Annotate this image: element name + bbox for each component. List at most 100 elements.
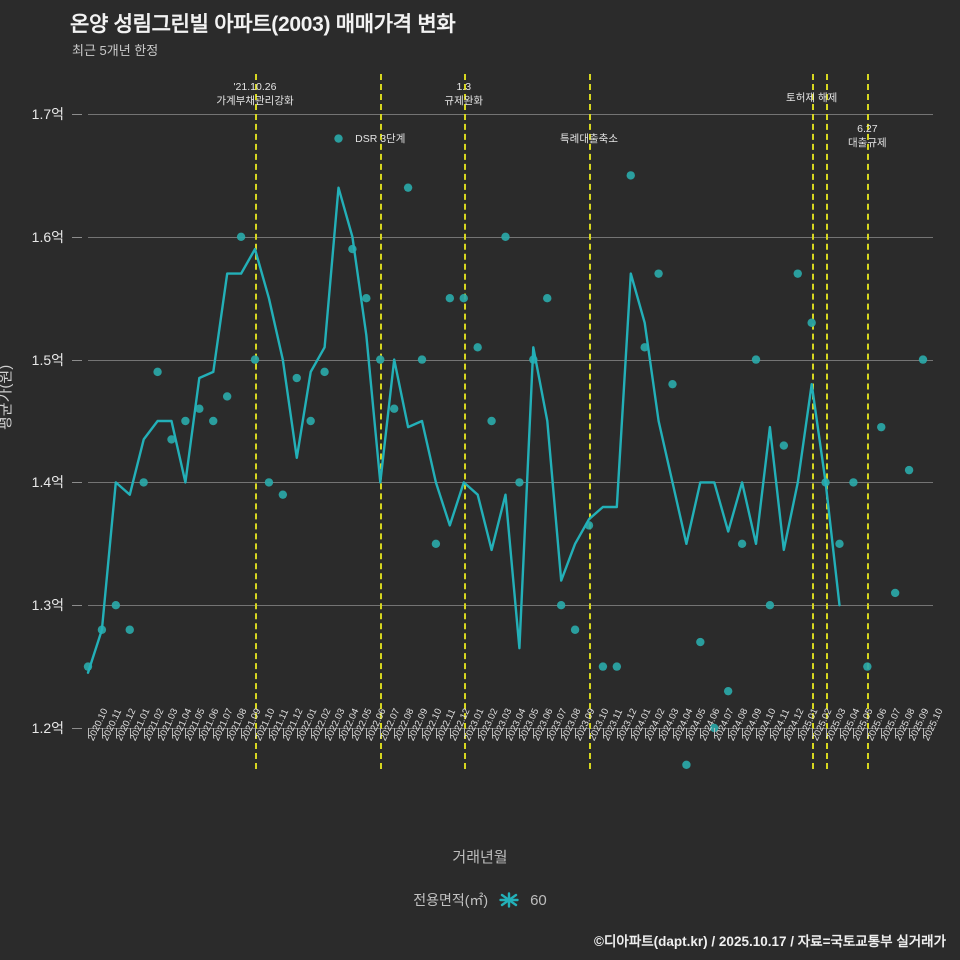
event-label-line2: 토허제 해제 [786, 92, 838, 104]
event-line-special-loan-cut [589, 74, 591, 769]
x-axis-tick-mark [672, 728, 674, 736]
x-axis-labels: 2020.10 2020.11 2020.12 2021.01 2021.02 2021.… [0, 707, 960, 838]
x-marker-icon [498, 892, 520, 908]
y-axis-tick-label: 1.3억 [31, 597, 64, 614]
x-axis-tick-mark [268, 728, 270, 736]
x-axis-tick-mark [408, 728, 410, 736]
legend-title: 전용면적(㎡) [413, 892, 489, 908]
y-axis-tick-mark [72, 605, 82, 607]
x-axis-tick-mark [575, 728, 577, 736]
event-label-line2: DSR 3단계 [355, 133, 406, 145]
event-line-loan-regulation-627 [867, 74, 870, 769]
x-axis-tick-mark [561, 728, 563, 736]
x-axis-tick-mark [783, 728, 785, 736]
page-subtitle: 최근 5개년 한정 [72, 43, 159, 58]
x-axis-tick-mark [171, 728, 173, 736]
scatter-point [779, 441, 789, 450]
scatter-point [222, 392, 232, 401]
gridline [88, 236, 933, 238]
scatter-point [723, 686, 733, 696]
scatter-point [807, 318, 816, 327]
gridline [88, 114, 933, 115]
scatter-point [654, 269, 663, 278]
event-label-dsr-stage3: DSR 3단계 [355, 132, 405, 146]
scatter-point [167, 435, 176, 444]
scatter-point [236, 232, 246, 241]
legend-value: 60 [530, 891, 547, 909]
x-axis-tick-mark [394, 728, 396, 736]
x-axis-tick-mark [310, 728, 312, 736]
x-axis-tick-mark [714, 728, 716, 736]
x-axis-tick-mark [616, 728, 618, 736]
scatter-point [793, 269, 802, 278]
event-label-line2: 특례대출축소 [560, 133, 618, 145]
x-axis-tick-mark [185, 728, 187, 736]
x-axis-tick-mark [602, 728, 604, 736]
scatter-point [292, 373, 301, 383]
scatter-point [473, 343, 482, 352]
scatter-point [556, 601, 566, 610]
scatter-point [445, 294, 455, 303]
event-label-loan-regulation-627: 6.27 대출규제 [848, 122, 887, 150]
x-axis-tick-mark [825, 728, 827, 736]
x-axis-tick-mark [143, 728, 145, 736]
y-axis-tick-mark [72, 236, 82, 238]
gridline [88, 482, 933, 484]
x-axis-tick-mark [589, 728, 590, 736]
x-axis-tick-mark [255, 728, 256, 736]
y-axis-tick-mark [72, 114, 82, 115]
x-axis-tick-mark [867, 728, 869, 736]
x-axis-tick-mark [463, 728, 465, 736]
event-line-land-permit-release [811, 74, 814, 769]
x-axis-tick-mark [422, 728, 423, 736]
x-axis-tick-mark [296, 728, 298, 736]
scatter-point [376, 355, 385, 364]
x-axis-tick-mark [547, 728, 549, 736]
y-axis-tick-mark [72, 359, 82, 361]
scatter-point [570, 625, 580, 634]
scatter-point [278, 490, 288, 499]
x-axis-tick-mark [519, 728, 521, 736]
y-axis-tick-label: 1.2억 [31, 720, 64, 736]
event-label-line2: 가계부채관리강화 [216, 95, 294, 107]
x-axis-tick-mark [435, 728, 437, 736]
event-line-deregulation [463, 74, 466, 769]
x-axis-tick-mark [728, 728, 730, 736]
scatter-point [403, 183, 413, 192]
x-axis-tick-mark [88, 728, 89, 736]
scatter-point [835, 539, 844, 548]
scatter-point [904, 465, 914, 475]
x-axis-tick-mark [756, 728, 757, 736]
scatter-point [306, 416, 315, 426]
x-axis-tick-mark [449, 728, 451, 736]
x-axis-tick-mark [686, 728, 688, 736]
gridline [88, 728, 933, 729]
x-axis-tick-mark [213, 728, 215, 736]
event-label-deregulation: 1.3 규제완화 [444, 80, 483, 108]
scatter-point [195, 404, 204, 413]
scatter-point [877, 422, 886, 432]
x-axis-tick-mark [241, 728, 243, 736]
scatter-point [696, 637, 705, 647]
x-axis-tick-mark [157, 728, 159, 736]
plot-area [83, 74, 933, 770]
x-axis-tick-mark [881, 728, 883, 736]
scatter-point [125, 625, 134, 634]
y-axis-tick-label: 1.4억 [31, 474, 64, 491]
event-label-line1: '21.10.26 [233, 81, 277, 93]
x-axis-tick-mark [630, 728, 632, 736]
x-axis-tick-mark [797, 728, 799, 736]
x-axis-tick-mark [129, 728, 131, 736]
scatter-point [515, 478, 524, 487]
footer-credit: ©디아파트(dapt.kr) / 2025.10.17 / 자료=국토교통부 실… [594, 934, 946, 949]
x-axis-ticks [88, 728, 933, 738]
x-axis-tick-mark [811, 728, 813, 736]
scatter-point [626, 171, 635, 180]
scatter-point [863, 662, 872, 671]
event-label-land-permit-release: 토허제 해제 [786, 91, 837, 105]
event-line-household-debt [255, 74, 257, 769]
scatter-point [598, 662, 608, 671]
scatter-point [849, 478, 858, 487]
x-axis-tick-mark [909, 728, 911, 736]
